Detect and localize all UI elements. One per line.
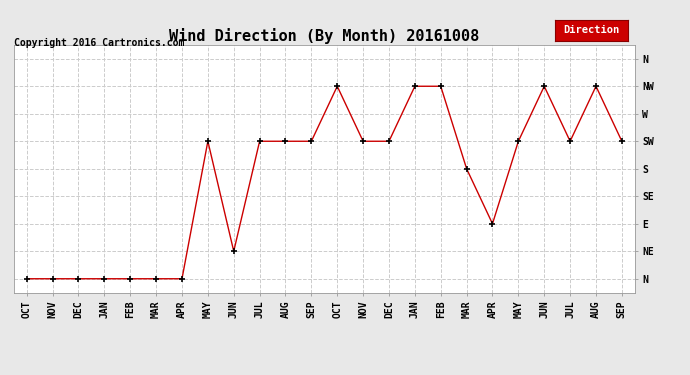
Text: Direction: Direction xyxy=(564,26,620,35)
Title: Wind Direction (By Month) 20161008: Wind Direction (By Month) 20161008 xyxy=(169,28,480,44)
Text: Copyright 2016 Cartronics.com: Copyright 2016 Cartronics.com xyxy=(14,38,184,48)
